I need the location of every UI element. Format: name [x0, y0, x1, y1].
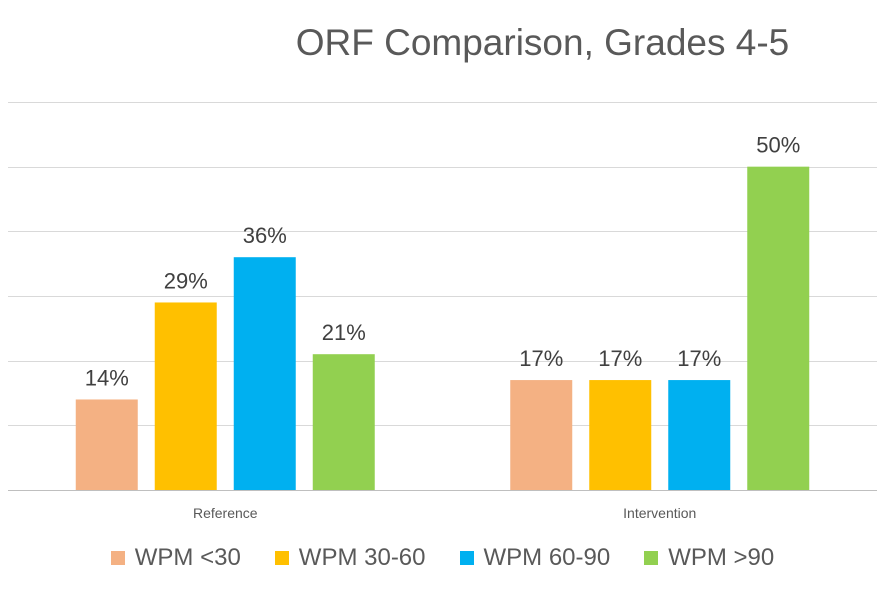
bar-reference-4 [312, 354, 375, 490]
legend-item: WPM <30 [110, 544, 241, 572]
data-label: 50% [756, 133, 800, 158]
bars [75, 166, 810, 490]
bar-intervention-3 [668, 380, 731, 490]
legend-label: WPM >90 [668, 544, 775, 571]
legend-label: WPM <30 [134, 544, 241, 571]
bar-intervention-2 [589, 380, 652, 490]
legend-item: WPM 60-90 [459, 544, 611, 572]
gridlines [8, 102, 877, 491]
legend-label: WPM 30-60 [298, 544, 426, 571]
legend-label: WPM 60-90 [483, 544, 611, 571]
data-label: 36% [243, 223, 287, 248]
data-label: 17% [598, 346, 642, 371]
bar-reference-3 [233, 257, 296, 490]
bar-intervention-1 [510, 380, 573, 490]
legend-item: WPM 30-60 [274, 544, 426, 572]
category-label-intervention: Intervention [623, 505, 696, 521]
data-label: 29% [164, 268, 208, 293]
bar-reference-1 [75, 399, 138, 490]
category-label-reference: Reference [193, 505, 258, 521]
legend: WPM <30 WPM 30-60 WPM 60-90 WPM >90 [0, 544, 885, 572]
legend-swatch [110, 551, 125, 565]
data-label: 14% [85, 365, 129, 390]
legend-item: WPM >90 [644, 544, 774, 572]
data-labels: 14% 29% 36% 21% 17% 17% 17% 50% [85, 133, 801, 391]
data-label: 17% [677, 346, 721, 371]
legend-swatch [274, 551, 289, 565]
data-label: 21% [322, 320, 366, 345]
bar-intervention-4 [747, 166, 810, 490]
category-labels: Reference Intervention [193, 505, 696, 521]
bar-reference-2 [154, 302, 217, 490]
data-label: 17% [519, 346, 563, 371]
legend-swatch [644, 551, 659, 565]
chart-title: ORF Comparison, Grades 4-5 [295, 22, 790, 63]
legend-swatch [459, 551, 474, 565]
